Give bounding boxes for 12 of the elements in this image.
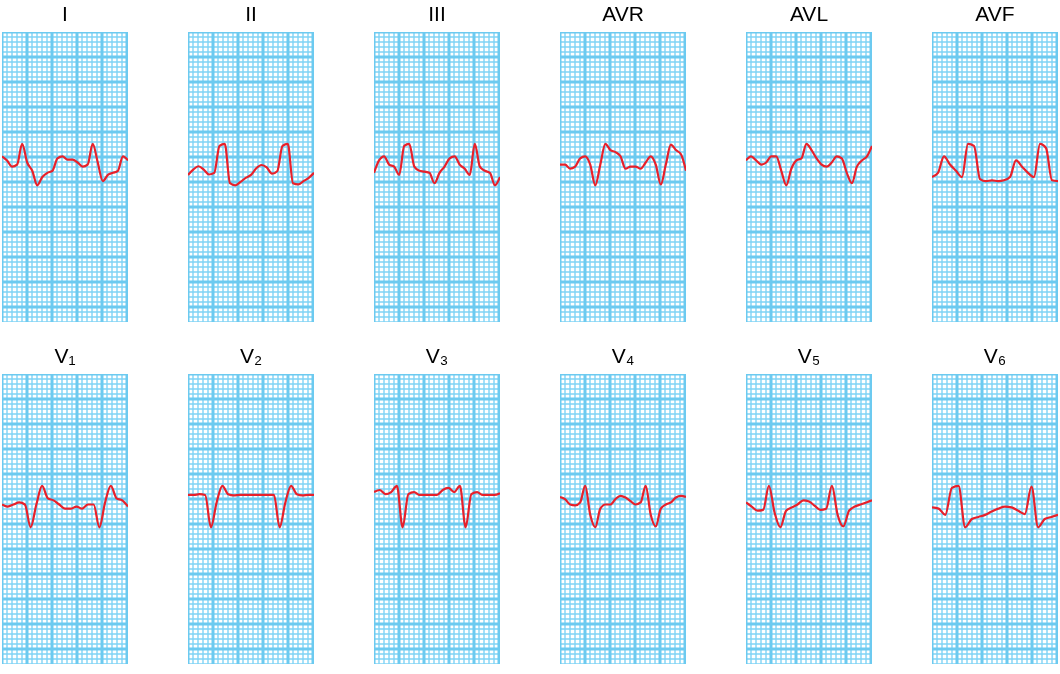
chart-title: V₆ xyxy=(982,343,1008,369)
chart-title: I xyxy=(61,1,69,27)
chart-title: V₂ xyxy=(238,343,264,369)
chart-title: III xyxy=(427,1,447,27)
chart-title: AVL xyxy=(788,1,830,27)
chart-title: V₅ xyxy=(796,343,822,369)
chart-title: AVR xyxy=(601,1,645,27)
chart-title: AVF xyxy=(974,1,1016,27)
chart-title: V₄ xyxy=(610,343,636,369)
chart-title: V₃ xyxy=(424,343,450,369)
chart-title: II xyxy=(244,1,258,27)
chart-title: V₁ xyxy=(53,343,77,369)
